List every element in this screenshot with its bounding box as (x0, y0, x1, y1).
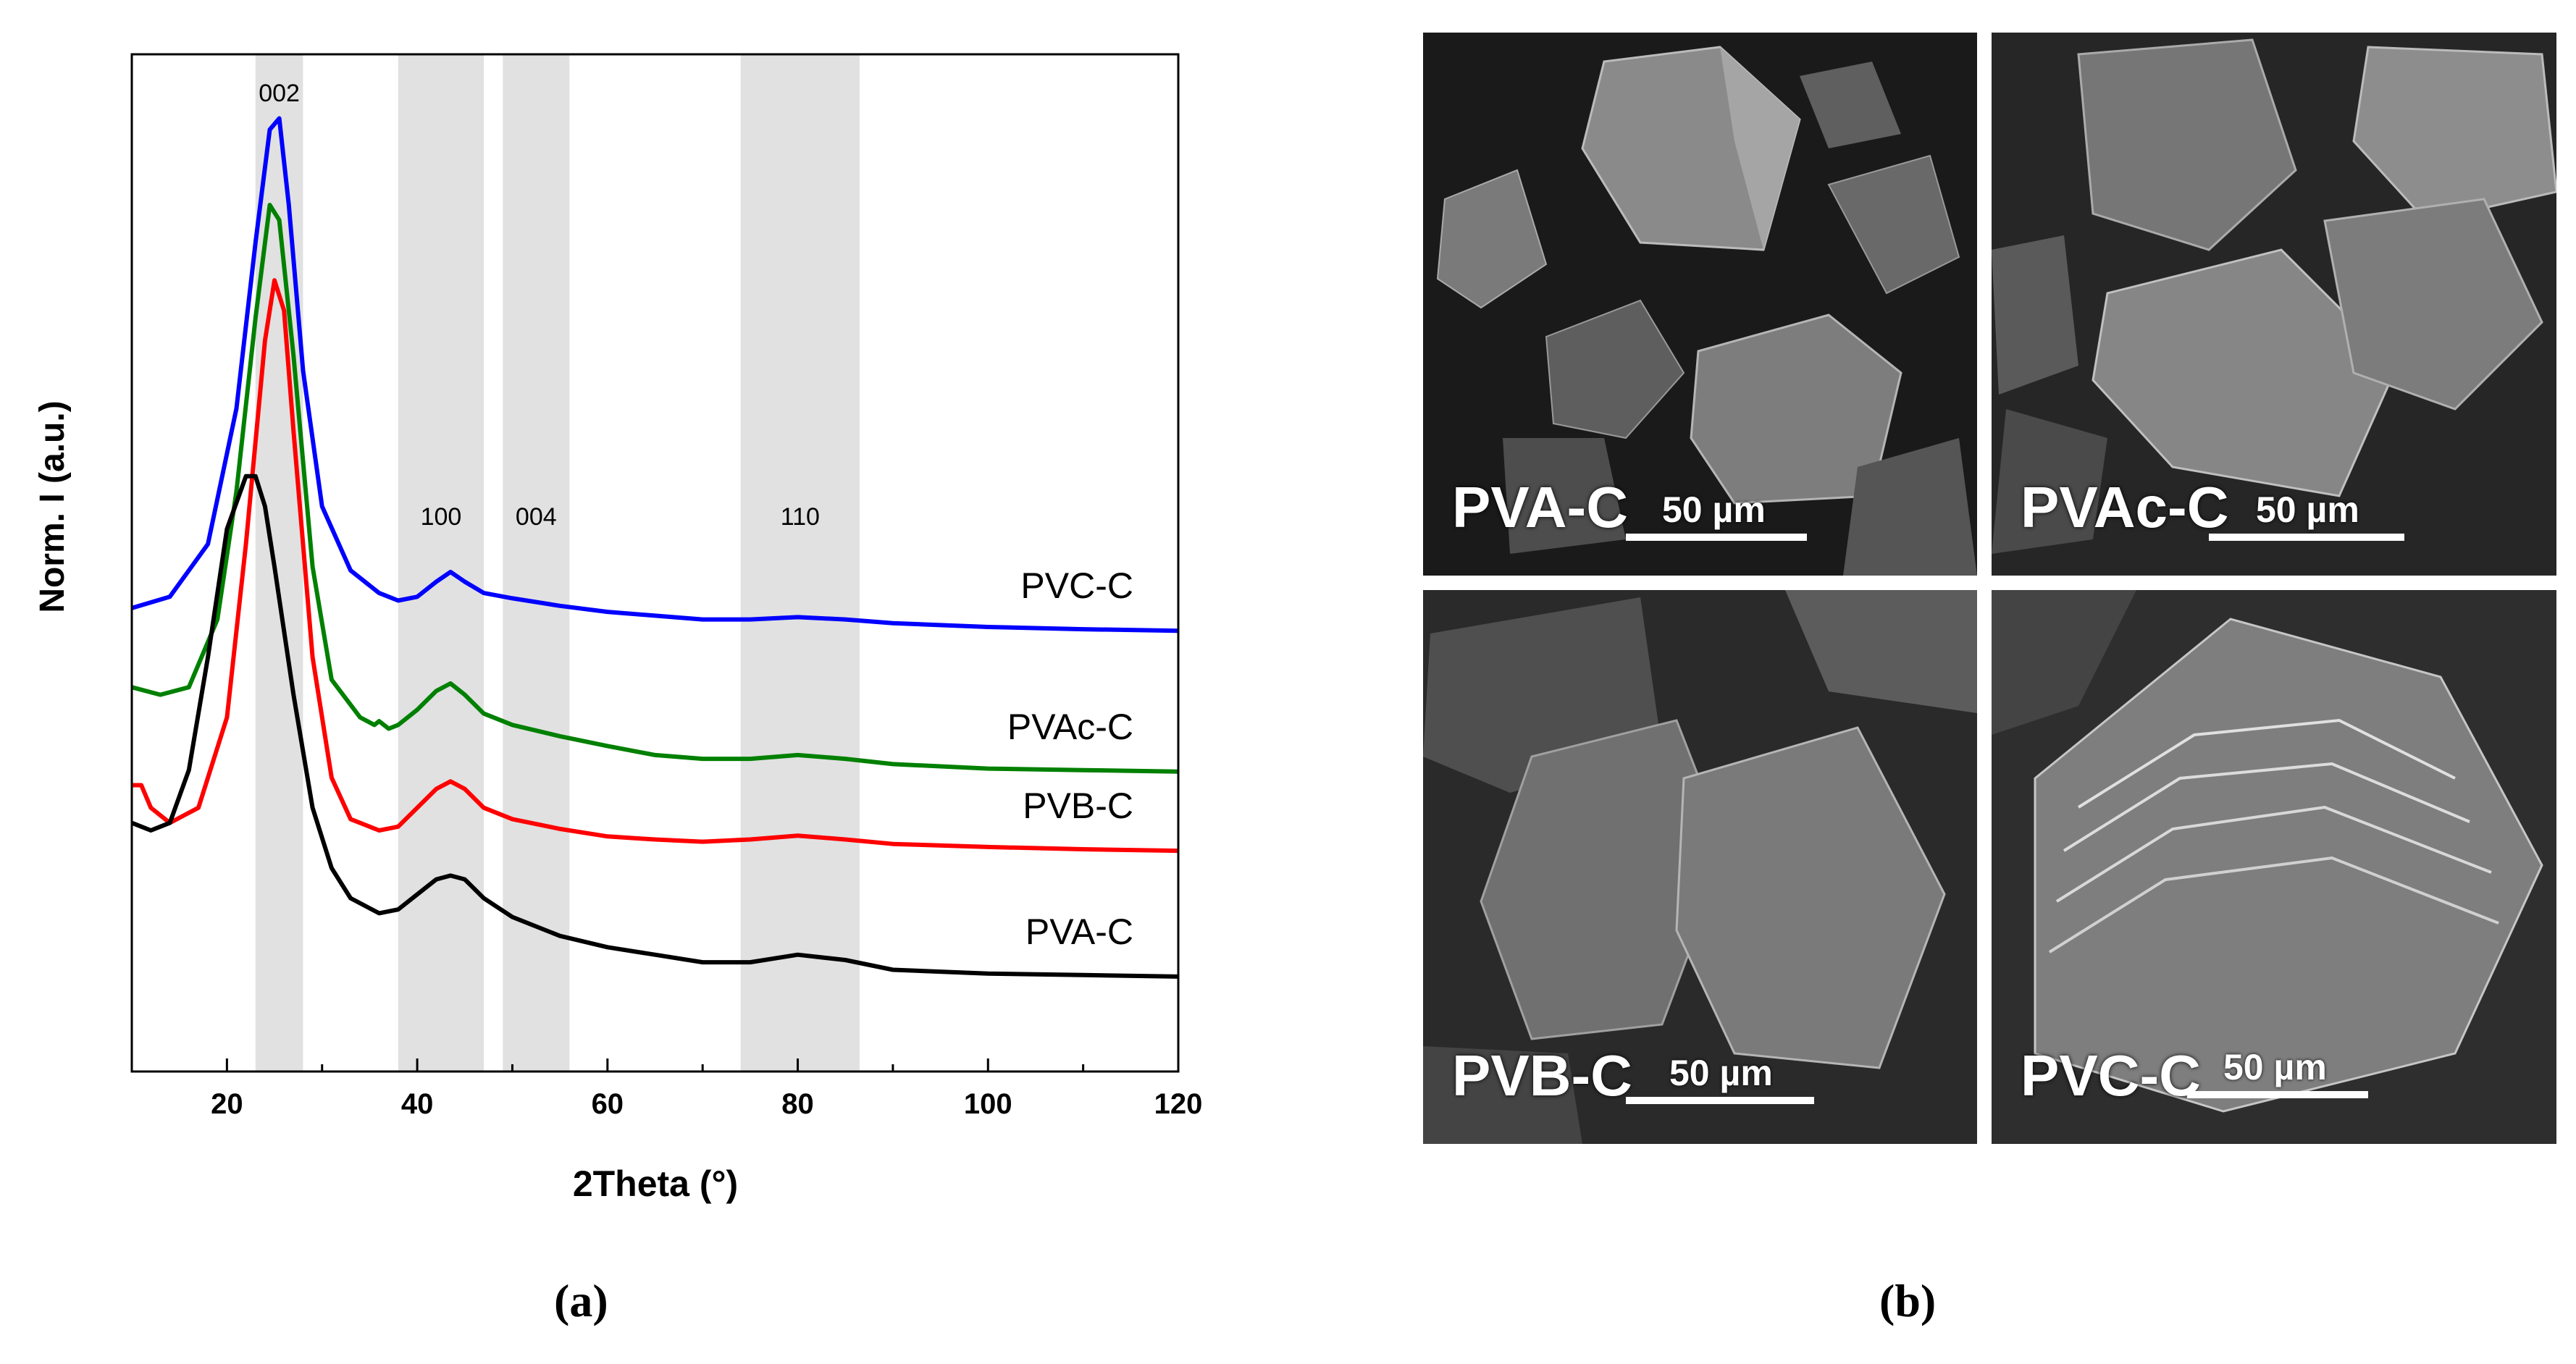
series-line-pvac-c (131, 203, 1179, 774)
series-labels: PVC-C PVAc-C PVB-C PVA-C (1007, 565, 1133, 952)
scale-text-pvac-c: 50 µm (2256, 489, 2359, 530)
series-line-pvc-c (131, 116, 1179, 633)
sem-micrograph-pvac-c (1992, 33, 2556, 576)
x-tick-label: 60 (592, 1088, 624, 1120)
series-label-pvac-c: PVAc-C (1007, 707, 1133, 747)
sem-image-pva-c: PVA-C 50 µm (1423, 33, 1977, 576)
x-tick-label: 20 (211, 1088, 243, 1120)
sem-label-pvac-c: PVAc-C (2021, 475, 2229, 539)
sem-image-grid: PVA-C 50 µm PVAc-C 50 µm PVB-C 50 µm (1423, 33, 2556, 1144)
plot-frame (130, 53, 1180, 1073)
scale-bar-pva-c (1626, 534, 1807, 541)
x-axis-label: 2Theta (°) (573, 1163, 738, 1204)
sem-micrograph-pvb-c (1423, 590, 1977, 1144)
scale-text-pvc-c: 50 µm (2223, 1047, 2327, 1087)
band-label-002: 002 (259, 80, 300, 107)
scale-bar-pvb-c (1626, 1097, 1814, 1104)
scale-bar-pvc-c (2187, 1091, 2368, 1098)
sem-image-pvb-c: PVB-C 50 µm (1423, 590, 1977, 1144)
x-axis-ticks: 20 40 60 80 100 120 (130, 1058, 1203, 1120)
series-label-pvb-c: PVB-C (1023, 786, 1133, 826)
x-tick-label: 100 (964, 1088, 1012, 1120)
series-line-pva-c (130, 473, 1179, 979)
sem-label-pvc-c: PVC-C (2021, 1043, 2201, 1108)
x-tick-label: 120 (1154, 1088, 1203, 1120)
sem-label-pva-c: PVA-C (1452, 475, 1628, 539)
sem-image-pvc-c: PVC-C 50 µm (1992, 590, 2556, 1144)
sem-label-pvb-c: PVB-C (1452, 1043, 1632, 1108)
shaded-band-004 (503, 54, 570, 1072)
series-label-pvc-c: PVC-C (1020, 565, 1133, 606)
shaded-band-002 (255, 54, 303, 1072)
scale-text-pva-c: 50 µm (1662, 489, 1766, 530)
caption-a: (a) (554, 1275, 608, 1326)
caption-b: (b) (1879, 1275, 1937, 1326)
y-axis-label: Norm. I (a.u.) (33, 400, 72, 612)
xrd-chart: 002 100 004 110 PVC-C PVAc-C PVB-C PVA-C 20 40 6… (33, 53, 1203, 1204)
band-label-110: 110 (781, 503, 820, 531)
band-label-004: 004 (516, 503, 557, 531)
shaded-band-100 (398, 54, 484, 1072)
xrd-series (130, 116, 1179, 979)
series-label-pva-c: PVA-C (1025, 912, 1133, 952)
sem-micrograph-pvc-c (1992, 590, 2556, 1144)
scale-bar-pvac-c (2209, 534, 2404, 541)
x-tick-label: 80 (781, 1088, 814, 1120)
sem-micrograph-pva-c (1423, 33, 1977, 576)
shaded-bands (255, 54, 860, 1072)
shaded-band-110 (740, 54, 860, 1072)
sem-image-pvac-c: PVAc-C 50 µm (1992, 33, 2556, 576)
band-label-100: 100 (421, 503, 462, 531)
x-tick-label: 40 (401, 1088, 434, 1120)
scale-text-pvb-c: 50 µm (1669, 1053, 1773, 1093)
series-line-pvb-c (132, 278, 1179, 854)
band-labels: 002 100 004 110 (259, 80, 820, 531)
